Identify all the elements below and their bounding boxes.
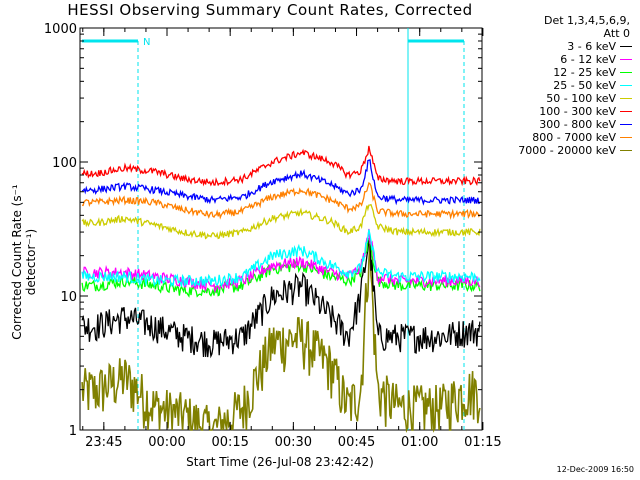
y-tick-label: 1000 xyxy=(44,22,77,37)
legend-swatch xyxy=(620,46,632,47)
legend-entry: 6 - 12 keV xyxy=(488,53,632,66)
y-tick-label: 10 xyxy=(60,290,77,305)
y-tick-label: 100 xyxy=(52,156,77,171)
night-markers: N xyxy=(82,28,465,430)
legend-label: 50 - 100 keV xyxy=(546,92,616,105)
legend-rows: 3 - 6 keV 6 - 12 keV 12 - 25 keV 25 - 50 ke… xyxy=(488,40,632,157)
series-line xyxy=(81,236,481,359)
series-line xyxy=(82,181,481,220)
y-axis: 1 10 100 1000 xyxy=(44,22,482,439)
series-line xyxy=(81,145,481,187)
y-axis-label: Corrected Count Rate (s⁻¹ detector⁻¹) xyxy=(10,184,38,340)
legend-swatch xyxy=(620,59,632,60)
chart-title: HESSI Observing Summary Count Rates, Cor… xyxy=(67,1,473,19)
legend-swatch xyxy=(620,150,632,151)
legend-label: 3 - 6 keV xyxy=(567,40,616,53)
series-line xyxy=(81,159,481,206)
x-axis-label: Start Time (26-Jul-08 23:42:42) xyxy=(186,455,374,469)
legend-entry: 3 - 6 keV xyxy=(488,40,632,53)
x-tick-label: 00:30 xyxy=(275,435,312,450)
legend-header-line2: Att 0 xyxy=(603,27,630,40)
timestamp: 12-Dec-2009 16:50 xyxy=(556,465,634,474)
legend-swatch xyxy=(620,72,632,73)
legend-entry: 50 - 100 keV xyxy=(488,92,632,105)
x-tick-label: 23:45 xyxy=(85,435,122,450)
legend-label: 100 - 300 keV xyxy=(539,105,616,118)
legend-entry: 100 - 300 keV xyxy=(488,105,632,118)
legend-label: 6 - 12 keV xyxy=(560,53,616,66)
x-tick-label: 00:45 xyxy=(338,435,375,450)
legend-label: 800 - 7000 keV xyxy=(532,131,616,144)
plot-frame xyxy=(79,27,483,431)
series-group xyxy=(81,145,481,433)
x-tick-label: 01:15 xyxy=(464,435,501,450)
legend-label: 25 - 50 keV xyxy=(553,79,616,92)
x-tick-label: 01:00 xyxy=(401,435,438,450)
legend-entry: 300 - 800 keV xyxy=(488,118,632,131)
series-line xyxy=(81,238,481,298)
series-line xyxy=(81,243,481,433)
legend-entry: 800 - 7000 keV xyxy=(488,131,632,144)
y-tick-label: 1 xyxy=(69,424,77,439)
legend-swatch xyxy=(620,111,632,112)
x-tick-label: 00:15 xyxy=(211,435,248,450)
legend-header-line1: Det 1,3,4,5,6,9, xyxy=(543,14,630,27)
legend-label: 12 - 25 keV xyxy=(553,66,616,79)
legend-entry: 25 - 50 keV xyxy=(488,79,632,92)
series-line xyxy=(81,203,481,240)
series-line xyxy=(81,228,481,294)
night-label: N xyxy=(143,37,150,48)
series-line xyxy=(81,229,481,288)
legend-entry: 7000 - 20000 keV xyxy=(488,144,632,157)
legend: Det 1,3,4,5,6,9, Att 0 3 - 6 keV 6 - 12 k… xyxy=(488,14,632,157)
legend-label: 300 - 800 keV xyxy=(539,118,616,131)
x-tick-label: 00:00 xyxy=(148,435,185,450)
legend-label: 7000 - 20000 keV xyxy=(518,144,616,157)
legend-swatch xyxy=(620,124,632,125)
legend-entry: 12 - 25 keV xyxy=(488,66,632,79)
x-axis: 23:45 00:00 00:15 00:30 00:45 01:00 01:15 xyxy=(82,28,502,450)
legend-swatch xyxy=(620,85,632,86)
legend-swatch xyxy=(620,98,632,99)
legend-swatch xyxy=(620,137,632,138)
